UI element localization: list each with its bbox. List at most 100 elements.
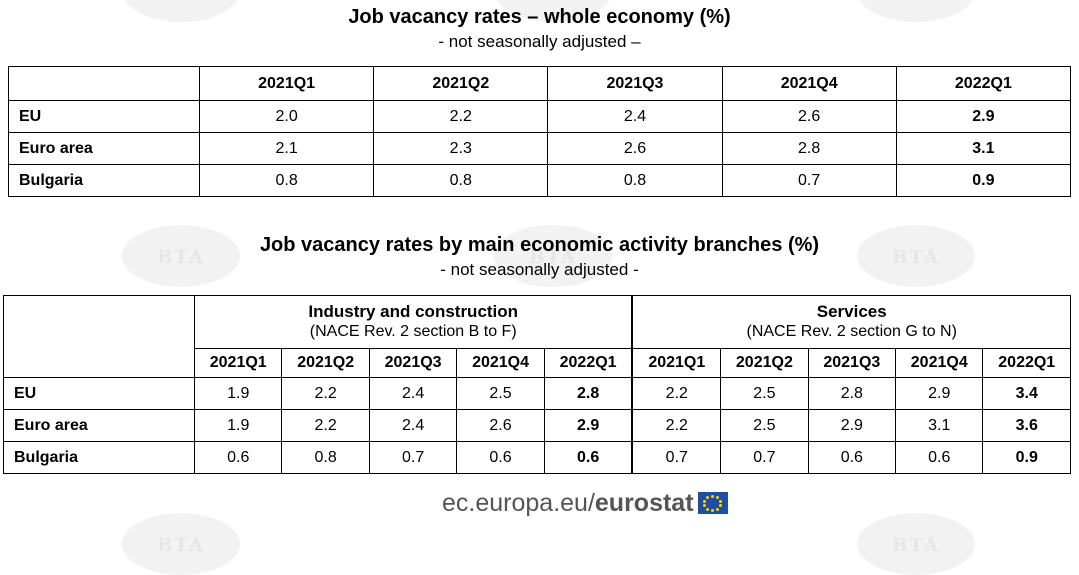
footer-brand: eurostat bbox=[594, 488, 694, 517]
table2-title: Job vacancy rates by main economic activ… bbox=[259, 234, 820, 256]
whole-economy-table: 2021Q1 2021Q2 2021Q3 2021Q4 2022Q1 EU 2.… bbox=[8, 66, 1072, 197]
column-header: 2021Q2 bbox=[373, 66, 549, 101]
table-cell: 0.6 bbox=[807, 441, 897, 474]
footer-domain: ec.europa.eu/ bbox=[442, 488, 595, 517]
table-cell: 0.8 bbox=[547, 164, 723, 197]
column-header: 2021Q1 bbox=[631, 348, 722, 378]
watermark-logo: BTA bbox=[857, 225, 975, 287]
column-header: 2022Q1 bbox=[982, 348, 1071, 378]
table-cell: 0.6 bbox=[895, 441, 984, 474]
column-header: 2021Q3 bbox=[807, 348, 897, 378]
watermark-logo: BTA bbox=[494, 0, 612, 22]
column-header: 2021Q2 bbox=[281, 348, 370, 378]
table-cell: 0.7 bbox=[720, 441, 809, 474]
table-cell: 3.1 bbox=[895, 132, 1072, 165]
table-cell: 0.9 bbox=[895, 164, 1072, 197]
table-cell: 2.9 bbox=[807, 409, 897, 442]
row-label: Bulgaria bbox=[8, 164, 200, 197]
table-cell: 2.2 bbox=[281, 377, 370, 410]
row-label: EU bbox=[3, 377, 195, 410]
group-header-services: Services (NACE Rev. 2 section G to N) bbox=[631, 295, 1072, 349]
row-label: Bulgaria bbox=[3, 441, 195, 474]
column-header: 2021Q3 bbox=[547, 66, 723, 101]
table-cell: 2.9 bbox=[543, 409, 633, 442]
table-cell: 2.5 bbox=[720, 377, 809, 410]
table-cell: 2.8 bbox=[721, 132, 897, 165]
table-cell: 3.4 bbox=[982, 377, 1071, 410]
group-name: Industry and construction bbox=[308, 302, 519, 321]
table-cell: 0.8 bbox=[281, 441, 370, 474]
table-row: Euro area 1.9 2.2 2.4 2.6 2.9 2.2 2.5 2.… bbox=[3, 409, 1071, 442]
row-label: Euro area bbox=[8, 132, 200, 165]
column-header: 2021Q4 bbox=[721, 66, 897, 101]
table-cell: 2.9 bbox=[895, 100, 1072, 133]
table-row: Euro area 2.1 2.3 2.6 2.8 3.1 bbox=[8, 132, 1072, 165]
eu-flag-icon bbox=[697, 492, 728, 514]
column-header: 2021Q4 bbox=[456, 348, 545, 378]
table-cell: 0.8 bbox=[198, 164, 375, 197]
column-header: 2022Q1 bbox=[543, 348, 633, 378]
group-header-industry: Industry and construction (NACE Rev. 2 s… bbox=[194, 295, 633, 349]
corner-cell bbox=[3, 295, 195, 378]
table-cell: 2.4 bbox=[368, 409, 458, 442]
row-label: Euro area bbox=[3, 409, 195, 442]
table-cell: 3.1 bbox=[895, 409, 984, 442]
watermark-logo: BTA bbox=[857, 0, 975, 22]
column-header: 2022Q1 bbox=[895, 66, 1072, 101]
table-row: EU 2.0 2.2 2.4 2.6 2.9 bbox=[8, 100, 1072, 133]
table-cell: 2.6 bbox=[721, 100, 897, 133]
table-cell: 2.2 bbox=[631, 377, 722, 410]
group-name: Services bbox=[816, 302, 887, 321]
table-cell: 2.5 bbox=[456, 377, 545, 410]
table2-subtitle: - not seasonally adjusted - bbox=[440, 260, 639, 279]
corner-cell bbox=[8, 66, 200, 101]
column-header: 2021Q1 bbox=[193, 348, 283, 378]
table-cell: 2.6 bbox=[547, 132, 723, 165]
table-cell: 2.0 bbox=[198, 100, 375, 133]
table-cell: 2.8 bbox=[807, 377, 897, 410]
table-cell: 0.9 bbox=[982, 441, 1071, 474]
table-row: EU 1.9 2.2 2.4 2.5 2.8 2.2 2.5 2.8 2.9 3… bbox=[3, 377, 1071, 410]
watermark-logo: BTA bbox=[122, 0, 240, 22]
table-cell: 3.6 bbox=[982, 409, 1071, 442]
table-cell: 2.9 bbox=[895, 377, 984, 410]
column-header: 2021Q1 bbox=[198, 66, 375, 101]
table-cell: 0.7 bbox=[721, 164, 897, 197]
table-cell: 2.2 bbox=[281, 409, 370, 442]
table-cell: 0.7 bbox=[368, 441, 458, 474]
table-header-row: 2021Q1 2021Q2 2021Q3 2021Q4 2022Q1 bbox=[8, 66, 1072, 101]
group-header-row: Industry and construction (NACE Rev. 2 s… bbox=[3, 295, 1072, 378]
table-cell: 2.5 bbox=[720, 409, 809, 442]
row-label: EU bbox=[8, 100, 200, 133]
watermark-logo: BTA bbox=[122, 513, 240, 575]
table-cell: 2.1 bbox=[198, 132, 375, 165]
table-cell: 2.8 bbox=[543, 377, 633, 410]
table-row: Bulgaria 0.6 0.8 0.7 0.6 0.6 0.7 0.7 0.6… bbox=[3, 441, 1071, 474]
group-note: (NACE Rev. 2 section B to F) bbox=[309, 323, 517, 340]
column-header: 2021Q3 bbox=[368, 348, 458, 378]
table-cell: 2.3 bbox=[373, 132, 549, 165]
table-cell: 1.9 bbox=[193, 409, 283, 442]
table-row: Bulgaria 0.8 0.8 0.8 0.7 0.9 bbox=[8, 164, 1072, 197]
table-cell: 2.2 bbox=[373, 100, 549, 133]
activity-branches-table: Industry and construction (NACE Rev. 2 s… bbox=[3, 295, 1072, 474]
table1-title: Job vacancy rates – whole economy (%) bbox=[348, 6, 731, 28]
table-cell: 0.7 bbox=[631, 441, 722, 474]
table-cell: 0.6 bbox=[543, 441, 633, 474]
watermark-logo: BTA bbox=[857, 513, 975, 575]
eurostat-footer: ec.europa.eu/ eurostat bbox=[442, 487, 728, 519]
column-header: 2021Q2 bbox=[720, 348, 809, 378]
watermark-logo: BTA bbox=[494, 225, 612, 287]
table-cell: 1.9 bbox=[193, 377, 283, 410]
group-note: (NACE Rev. 2 section G to N) bbox=[746, 323, 957, 340]
watermark-logo: BTA bbox=[122, 225, 240, 287]
table1-subtitle: - not seasonally adjusted – bbox=[438, 32, 641, 51]
table-cell: 2.4 bbox=[368, 377, 458, 410]
table-cell: 0.8 bbox=[373, 164, 549, 197]
table-cell: 2.2 bbox=[631, 409, 722, 442]
table-cell: 2.4 bbox=[547, 100, 723, 133]
table-cell: 0.6 bbox=[193, 441, 283, 474]
table-cell: 0.6 bbox=[456, 441, 545, 474]
column-header: 2021Q4 bbox=[895, 348, 984, 378]
table-cell: 2.6 bbox=[456, 409, 545, 442]
